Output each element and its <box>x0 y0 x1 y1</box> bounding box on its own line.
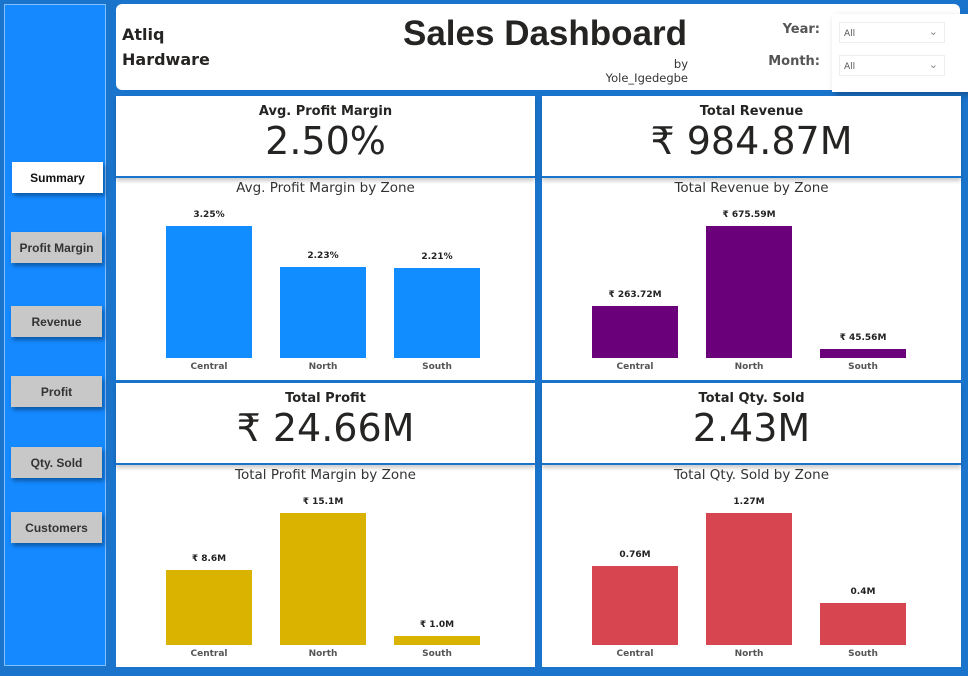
x-tick-label: North <box>308 649 338 659</box>
kpi-card-revenue: Total Revenue ₹ 984.87M <box>542 96 961 178</box>
author-name: Yole_Igedegbe <box>605 71 688 85</box>
bar-central[interactable] <box>592 306 678 358</box>
chart-title: Avg. Profit Margin by Zone <box>236 180 415 196</box>
chart-title: Total Profit Margin by Zone <box>235 467 416 483</box>
author: by Yole_Igedegbe <box>606 57 688 85</box>
x-tick-label: South <box>848 362 878 372</box>
x-tick-label: South <box>422 362 452 372</box>
chart-title: Total Revenue by Zone <box>674 180 829 196</box>
nav-profit[interactable]: Profit <box>11 376 102 407</box>
x-tick-label: South <box>848 649 878 659</box>
kpi-label: Total Qty. Sold <box>698 391 805 406</box>
year-dropdown[interactable]: All ⌄ <box>839 22 945 43</box>
data-label: 1.27M <box>733 497 765 507</box>
kpi-label: Avg. Profit Margin <box>258 104 393 119</box>
panel-profit-margin: Avg. Profit Margin 2.50% Avg. Profit Mar… <box>116 96 535 380</box>
bar-central[interactable] <box>592 566 678 645</box>
brand: Atliq Hardware <box>122 22 210 72</box>
panel-qty-sold: Total Qty. Sold 2.43M Total Qty. Sold by… <box>542 383 961 667</box>
x-tick-label: Central <box>616 362 654 372</box>
nav-summary[interactable]: Summary <box>12 162 103 193</box>
x-tick-label: Central <box>190 649 228 659</box>
data-label: ₹ 1.0M <box>419 620 455 631</box>
data-label: ₹ 675.59M <box>722 210 776 220</box>
data-label: 2.23% <box>307 251 339 262</box>
kpi-card-qty-sold: Total Qty. Sold 2.43M <box>542 383 961 465</box>
x-tick-label: South <box>422 649 452 659</box>
bar-north[interactable] <box>280 513 366 645</box>
kpi-value: ₹ 24.66M <box>236 406 415 450</box>
kpi-label: Total Revenue <box>699 104 804 119</box>
data-label: ₹ 45.56M <box>839 333 887 344</box>
bar-central[interactable] <box>166 569 252 645</box>
kpi-value: 2.50% <box>265 119 386 163</box>
x-tick-label: Central <box>616 649 654 659</box>
bar-south[interactable] <box>820 349 906 358</box>
year-value: All <box>844 29 856 39</box>
kpi-card-profit: Total Profit ₹ 24.66M <box>116 383 535 465</box>
x-tick-label: North <box>308 362 338 372</box>
chart-title: Total Qty. Sold by Zone <box>673 467 830 483</box>
x-tick-label: North <box>734 362 764 372</box>
nav-profit-margin[interactable]: Profit Margin <box>11 232 102 263</box>
header: Atliq Hardware Sales Dashboard by Yole_Ige… <box>116 4 968 92</box>
data-label: 0.76M <box>619 550 651 560</box>
nav-qty-sold[interactable]: Qty. Sold <box>11 447 102 478</box>
panel-profit: Total Profit ₹ 24.66M Total Profit Margi… <box>116 383 535 667</box>
month-label: Month: <box>768 54 820 69</box>
kpi-card-profit-margin: Avg. Profit Margin 2.50% <box>116 96 535 178</box>
year-label: Year: <box>782 22 820 37</box>
panel-revenue: Total Revenue ₹ 984.87M Total Revenue by… <box>542 96 961 380</box>
x-tick-label: Central <box>190 362 228 372</box>
month-dropdown[interactable]: All ⌄ <box>839 55 945 76</box>
nav-customers[interactable]: Customers <box>11 512 102 543</box>
chevron-down-icon: ⌄ <box>928 58 938 71</box>
bar-south[interactable] <box>394 268 480 358</box>
brand-line1: Atliq <box>122 25 165 44</box>
kpi-label: Total Profit <box>285 391 366 406</box>
bar-south[interactable] <box>394 636 480 645</box>
data-label: ₹ 15.1M <box>302 497 344 507</box>
x-tick-label: North <box>734 649 764 659</box>
bar-north[interactable] <box>706 226 792 358</box>
kpi-value: ₹ 984.87M <box>650 119 853 163</box>
month-value: All <box>844 62 856 72</box>
by-text: by <box>673 57 688 71</box>
data-label: ₹ 263.72M <box>608 290 662 301</box>
chevron-down-icon: ⌄ <box>928 25 938 38</box>
nav-revenue[interactable]: Revenue <box>11 306 102 337</box>
brand-line2: Hardware <box>122 50 210 69</box>
data-label: 3.25% <box>193 210 225 220</box>
bar-central[interactable] <box>166 226 252 358</box>
data-label: 0.4M <box>850 587 876 598</box>
page-title: Sales Dashboard <box>403 14 687 53</box>
bar-south[interactable] <box>820 603 906 645</box>
bar-north[interactable] <box>280 267 366 358</box>
bar-north[interactable] <box>706 513 792 645</box>
data-label: ₹ 8.6M <box>191 553 227 564</box>
data-label: 2.21% <box>421 252 453 263</box>
kpi-value: 2.43M <box>692 406 811 450</box>
